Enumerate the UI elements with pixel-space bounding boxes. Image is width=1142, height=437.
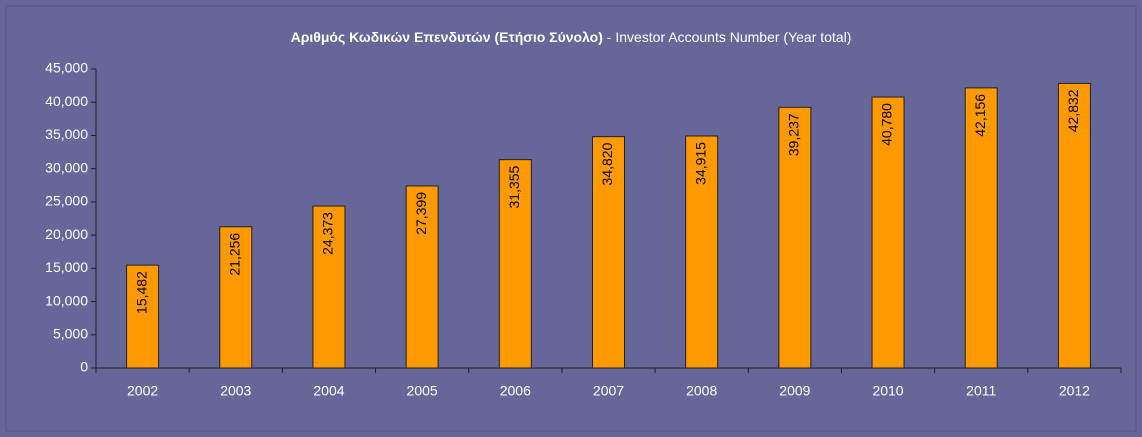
x-tick-label: 2006: [500, 383, 531, 399]
chart-subtitle: - Investor Accounts Number (Year total): [607, 29, 852, 45]
y-tick-label: 45,000: [45, 60, 88, 76]
value-label: 34,915: [692, 142, 708, 185]
x-tick-label: 2012: [1059, 383, 1090, 399]
x-tick-label: 2005: [407, 383, 438, 399]
y-tick-label: 5,000: [53, 325, 88, 341]
value-label: 24,373: [320, 212, 336, 255]
x-tick-label: 2009: [779, 383, 810, 399]
x-tick-label: 2010: [872, 383, 903, 399]
x-tick-label: 2003: [220, 383, 251, 399]
x-tick-label: 2002: [127, 383, 158, 399]
bar: [871, 96, 905, 369]
y-tick-label: 35,000: [45, 126, 88, 142]
chart-title-line: Αριθμός Κωδικών Επενδυτών (Ετήσιο Σύνολο…: [291, 29, 852, 45]
bar: [964, 87, 998, 369]
x-tick-label: 2004: [313, 383, 344, 399]
x-tick-label: 2007: [593, 383, 624, 399]
value-label: 27,399: [413, 192, 429, 235]
value-label: 31,355: [506, 165, 522, 208]
value-label: 15,482: [133, 271, 149, 314]
y-tick-label: 0: [80, 359, 88, 375]
bar: [1057, 82, 1091, 369]
bar: [592, 136, 625, 369]
y-tick-label: 10,000: [45, 292, 88, 308]
y-tick-label: 20,000: [45, 226, 88, 242]
y-tick-label: 25,000: [45, 193, 88, 209]
bar: [126, 264, 160, 369]
value-label: 34,820: [599, 142, 615, 185]
value-label: 42,832: [1065, 89, 1081, 132]
y-tick-label: 15,000: [45, 259, 88, 275]
value-label: 21,256: [226, 233, 242, 276]
bar: [685, 135, 719, 369]
value-label: 42,156: [972, 94, 988, 137]
y-tick-label: 30,000: [45, 159, 88, 175]
chart-title: Αριθμός Κωδικών Επενδυτών (Ετήσιο Σύνολο…: [291, 29, 603, 45]
value-label: 39,237: [786, 113, 802, 156]
y-tick-label: 40,000: [45, 93, 88, 109]
bar: [498, 159, 532, 369]
bar: [219, 226, 253, 369]
bar: [778, 106, 812, 369]
x-tick-label: 2008: [686, 383, 717, 399]
x-tick-label: 2011: [966, 383, 996, 399]
bar: [405, 185, 439, 369]
bar: [312, 205, 346, 369]
value-label: 40,780: [879, 103, 895, 146]
frame: [5, 5, 1137, 432]
